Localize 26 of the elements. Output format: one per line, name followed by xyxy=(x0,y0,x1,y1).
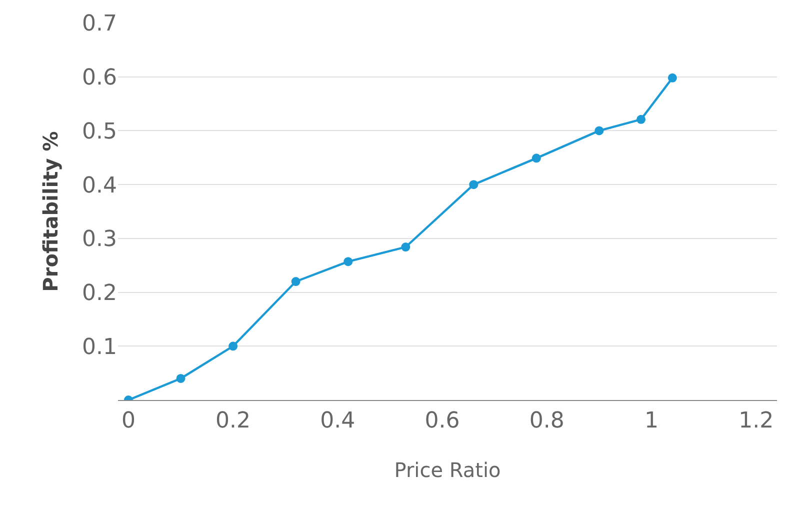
y-tick-label: 0.5 xyxy=(82,119,117,144)
point xyxy=(636,114,646,124)
point xyxy=(291,277,300,286)
point xyxy=(228,342,238,351)
x-tick-label: 0.2 xyxy=(216,408,251,434)
y-tick-label: 0.2 xyxy=(82,280,117,306)
point xyxy=(401,242,410,252)
point xyxy=(532,154,541,163)
x-tick-label: 0 xyxy=(121,408,136,434)
y-tick-label: 0.6 xyxy=(82,66,117,91)
y-tick-label: 0.3 xyxy=(82,227,117,252)
y-tick-label: 0.1 xyxy=(82,334,117,360)
y-tick-label: 0.7 xyxy=(82,12,117,37)
x-tick-label: 0.8 xyxy=(529,408,564,434)
x-tick-label: 1 xyxy=(644,408,658,434)
point xyxy=(344,257,353,266)
y-tick-label: 0.4 xyxy=(82,173,117,198)
point xyxy=(176,374,186,383)
y-axis-title: Profitability % xyxy=(38,131,62,292)
point xyxy=(469,180,478,190)
x-tick-label: 0.4 xyxy=(320,408,356,434)
x-tick-label: 1.2 xyxy=(738,408,774,434)
x-tick-label: 0.6 xyxy=(424,408,460,434)
point xyxy=(668,73,677,82)
point xyxy=(594,126,604,136)
x-axis-title: Price Ratio xyxy=(394,458,501,482)
